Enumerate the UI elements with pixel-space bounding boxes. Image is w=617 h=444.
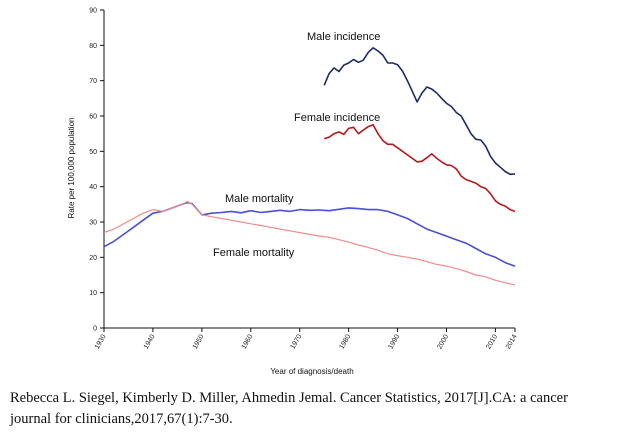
y-tick-label: 80 — [89, 43, 97, 50]
female-mortality-line — [103, 200, 516, 286]
x-tick-label: 2014 — [505, 333, 519, 350]
x-tick-label: 1990 — [387, 333, 401, 350]
y-tick-label: 50 — [89, 149, 97, 156]
series-layer — [103, 46, 516, 286]
x-tick-label: 1960 — [241, 333, 255, 350]
male-incidence-line — [323, 46, 516, 176]
x-axis-title: Year of diagnosis/death — [270, 367, 353, 376]
y-axis-title: Rate per 100,000 population — [67, 118, 76, 219]
citation-caption: Rebecca L. Siegel, Kimberly D. Miller, A… — [10, 390, 568, 427]
y-tick-label: 10 — [89, 290, 97, 297]
y-tick-label: 0 — [93, 326, 97, 333]
female-incidence-line — [323, 124, 516, 213]
female-mortality-label: Female mortality — [213, 247, 295, 259]
x-axis: 1930 1940 1950 1960 1970 1980 1990 2000 2010 2014 — [94, 327, 519, 350]
y-axis: 0 10 20 30 40 50 60 70 80 90 — [89, 8, 105, 333]
male-mortality-label: Male mortality — [225, 193, 294, 205]
y-tick-label: 90 — [89, 8, 97, 15]
y-tick-label: 70 — [89, 78, 97, 85]
y-tick-label: 40 — [89, 184, 97, 191]
male-incidence-label: Male incidence — [307, 31, 380, 43]
chart: 0 10 20 30 40 50 60 70 80 90 1930 1940 1950 1960 1970… — [67, 8, 519, 377]
y-tick-label: 20 — [89, 255, 97, 262]
x-tick-label: 2000 — [436, 333, 450, 350]
x-tick-label: 1930 — [94, 333, 108, 350]
x-tick-label: 1980 — [339, 333, 353, 350]
x-tick-label: 2010 — [485, 333, 499, 350]
female-incidence-label: Female incidence — [294, 112, 380, 124]
y-tick-label: 30 — [89, 220, 97, 227]
y-tick-label: 60 — [89, 114, 97, 121]
x-tick-label: 1940 — [143, 333, 157, 350]
x-tick-label: 1950 — [192, 333, 206, 350]
x-tick-label: 1970 — [290, 333, 304, 350]
